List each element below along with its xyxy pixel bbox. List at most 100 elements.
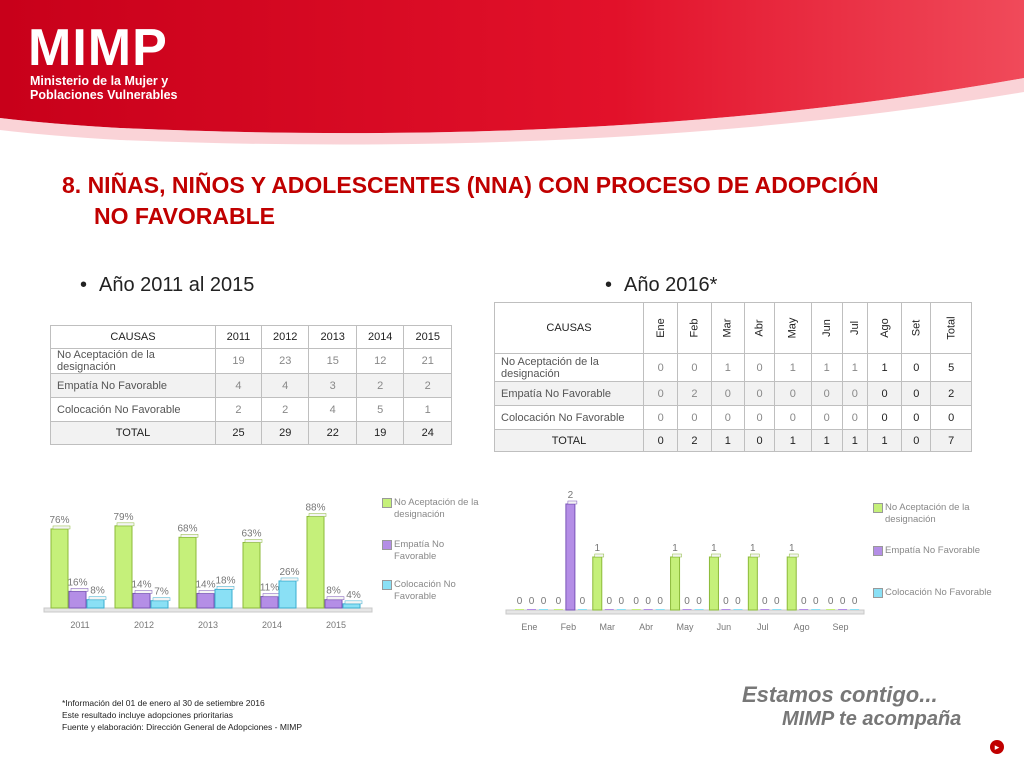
cell: 0 <box>901 353 932 382</box>
data-label: 68% <box>177 523 197 534</box>
data-label: 0 <box>852 596 858 607</box>
data-label: 1 <box>594 543 600 554</box>
x-tick-label: 2014 <box>262 620 282 630</box>
x-tick-label: Jun <box>717 622 732 632</box>
bar-zero <box>682 609 692 610</box>
data-label: 0 <box>529 596 535 607</box>
cell: 0 <box>901 429 932 452</box>
bar-zero <box>631 609 641 610</box>
table-total-row: TOTAL 25 29 22 19 24 <box>50 421 452 445</box>
data-label: 4% <box>346 590 361 601</box>
cell: 25 <box>215 421 262 445</box>
legend-chart2: No Aceptación de la designación Empatía … <box>873 502 1003 612</box>
cell: No Aceptación de la designación <box>494 353 644 382</box>
bar-zero <box>850 609 860 610</box>
cell: 0 <box>930 405 972 430</box>
cell: 0 <box>642 381 679 406</box>
cell: 0 <box>743 381 776 406</box>
next-slide-icon[interactable]: ▸ <box>990 740 1004 754</box>
cell: 5 <box>930 353 972 382</box>
cell: 0 <box>810 405 843 430</box>
data-label: 0 <box>684 596 690 607</box>
cell: 0 <box>677 353 712 382</box>
data-label: 0 <box>828 596 834 607</box>
bar-zero <box>760 609 770 610</box>
cell: 7 <box>930 429 972 452</box>
data-label: 1 <box>672 543 678 554</box>
bar-zero <box>643 609 653 610</box>
table-row: Colocación No Favorable 0 0 0 0 0 0 0 0 … <box>494 405 972 430</box>
note-line2: Este resultado incluye adopciones priori… <box>62 710 234 720</box>
cell: 23 <box>260 348 310 374</box>
cell: 19 <box>355 421 405 445</box>
col-header: 2014 <box>355 325 405 349</box>
col-header: Abr <box>743 302 776 354</box>
table-row: Empatía No Favorable 0 2 0 0 0 0 0 0 0 2 <box>494 381 972 406</box>
bar-zero <box>527 609 536 610</box>
x-tick-label: Sep <box>833 622 849 632</box>
cell: 0 <box>841 381 868 406</box>
legend-label: Empatía No Favorable <box>394 539 445 562</box>
bar-no-aceptaci-n-de-la-designaci-n-Ago <box>786 556 797 611</box>
col-header-label: Set <box>910 319 923 337</box>
cell: 2 <box>677 381 712 406</box>
bar-top <box>788 553 799 558</box>
data-label: 79% <box>113 512 133 523</box>
bar-zero <box>826 609 836 610</box>
x-tick-label: 2015 <box>326 620 346 630</box>
slogan-line1: Estamos contigo... <box>742 682 938 707</box>
bar-zero <box>655 609 665 610</box>
legend-item: No Aceptación de la designación <box>873 502 1003 526</box>
bar-no-aceptaci-n-de-la-designaci-n-2011 <box>50 528 69 609</box>
bar-empat-a-no-favorable-2014 <box>260 596 279 609</box>
cell: 0 <box>642 353 679 382</box>
bar-no-aceptaci-n-de-la-designaci-n-May <box>670 556 681 611</box>
bar-colocaci-n-no-favorable-2015 <box>342 603 361 609</box>
cell: 2 <box>403 373 452 398</box>
legend-swatch <box>873 546 883 556</box>
data-label: 0 <box>723 596 729 607</box>
bar-no-aceptaci-n-de-la-designaci-n-2014 <box>242 541 261 609</box>
cell: TOTAL <box>50 421 216 445</box>
cell: 1 <box>866 353 903 382</box>
x-tick-label: May <box>676 622 694 632</box>
col-header: Set <box>901 302 932 354</box>
data-label: 0 <box>618 596 624 607</box>
slogan: Estamos contigo... MIMP te acompaña <box>742 682 961 731</box>
data-label: 11% <box>260 583 279 594</box>
cell: 12 <box>355 348 405 374</box>
bar-top <box>344 600 363 605</box>
legend-swatch <box>382 540 392 550</box>
bar-zero <box>838 609 848 610</box>
col-header: CAUSAS <box>50 325 216 349</box>
bar-zero <box>604 609 614 610</box>
legend-label: Colocación No Favorable <box>394 579 456 602</box>
col-header: Ago <box>866 302 903 354</box>
title-line2: NO FAVORABLE <box>94 203 276 229</box>
cell: 0 <box>901 405 932 430</box>
x-tick-label: 2013 <box>198 620 218 630</box>
cell: 1 <box>810 353 843 382</box>
x-tick-label: 2012 <box>134 620 154 630</box>
title-line1: 8. NIÑAS, NIÑOS Y ADOLESCENTES (NNA) CON… <box>62 172 879 198</box>
bar-no-aceptaci-n-de-la-designaci-n-Jun <box>708 556 719 611</box>
cell: 0 <box>710 405 745 430</box>
x-tick-label: 2011 <box>70 620 89 630</box>
cell: 15 <box>308 348 357 374</box>
col-header-label: Ago <box>878 318 891 338</box>
data-label: 8% <box>90 586 105 597</box>
col-header-label: May <box>786 317 799 339</box>
cell: 4 <box>215 373 262 398</box>
legend-item: Empatía No Favorable <box>873 545 1003 557</box>
chart-floor <box>43 607 373 613</box>
col-header: Total <box>930 302 972 354</box>
cell: 1 <box>841 429 868 452</box>
data-label: 18% <box>215 575 235 586</box>
bar-top <box>244 539 263 543</box>
cell: 24 <box>403 421 452 445</box>
legend-item: Colocación No Favorable <box>382 579 482 603</box>
data-label: 14% <box>195 579 215 590</box>
cell: 1 <box>810 429 843 452</box>
cell: 2 <box>677 429 712 452</box>
